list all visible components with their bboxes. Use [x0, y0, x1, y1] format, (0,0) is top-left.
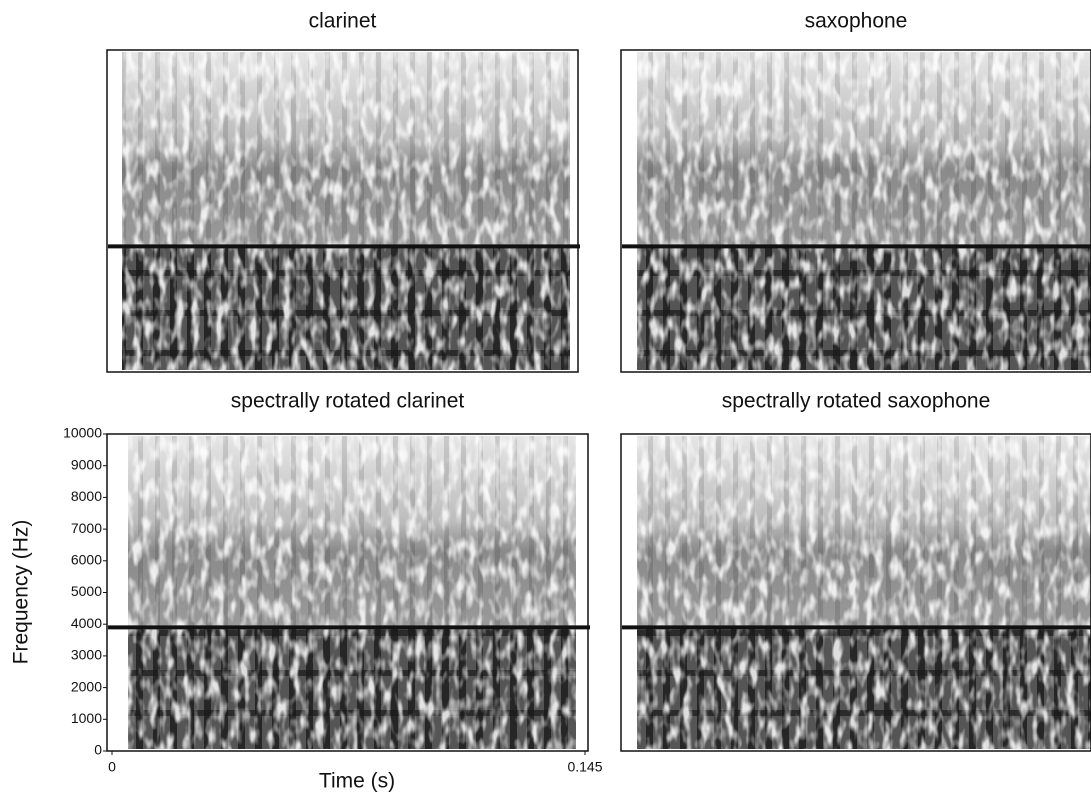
y-tick-label: 2000: [71, 678, 102, 694]
panel-title: clarinet: [309, 10, 377, 33]
panel-title: spectrally rotated clarinet: [231, 390, 465, 413]
spectrogram-speckle: [128, 436, 576, 749]
y-tick-label: 7000: [71, 520, 102, 536]
panel-title: saxophone: [805, 10, 908, 33]
y-tick-label: 4000: [71, 615, 102, 631]
y-tick-label: 1000: [71, 710, 102, 726]
spectrogram-speckle: [637, 52, 1091, 370]
x-axis-label: Time (s): [319, 770, 395, 793]
y-tick-label: 5000: [71, 583, 102, 599]
panel-title: spectrally rotated saxophone: [722, 390, 991, 413]
y-tick-label: 8000: [71, 488, 102, 504]
figure: clarinet saxophone spectrally rotated clar…: [0, 0, 1091, 795]
spectrogram-speckle: [637, 436, 1091, 749]
y-tick-label: 10000: [63, 425, 102, 441]
y-axis-label: Frequency (Hz): [10, 520, 33, 665]
x-tick-label: 0: [108, 759, 116, 775]
y-tick-label: 3000: [71, 647, 102, 663]
y-tick-label: 0: [94, 742, 102, 758]
spectrogram-speckle: [122, 52, 570, 370]
x-tick-label: 0.145: [567, 759, 602, 775]
y-tick-label: 6000: [71, 552, 102, 568]
y-tick-label: 9000: [71, 456, 102, 472]
